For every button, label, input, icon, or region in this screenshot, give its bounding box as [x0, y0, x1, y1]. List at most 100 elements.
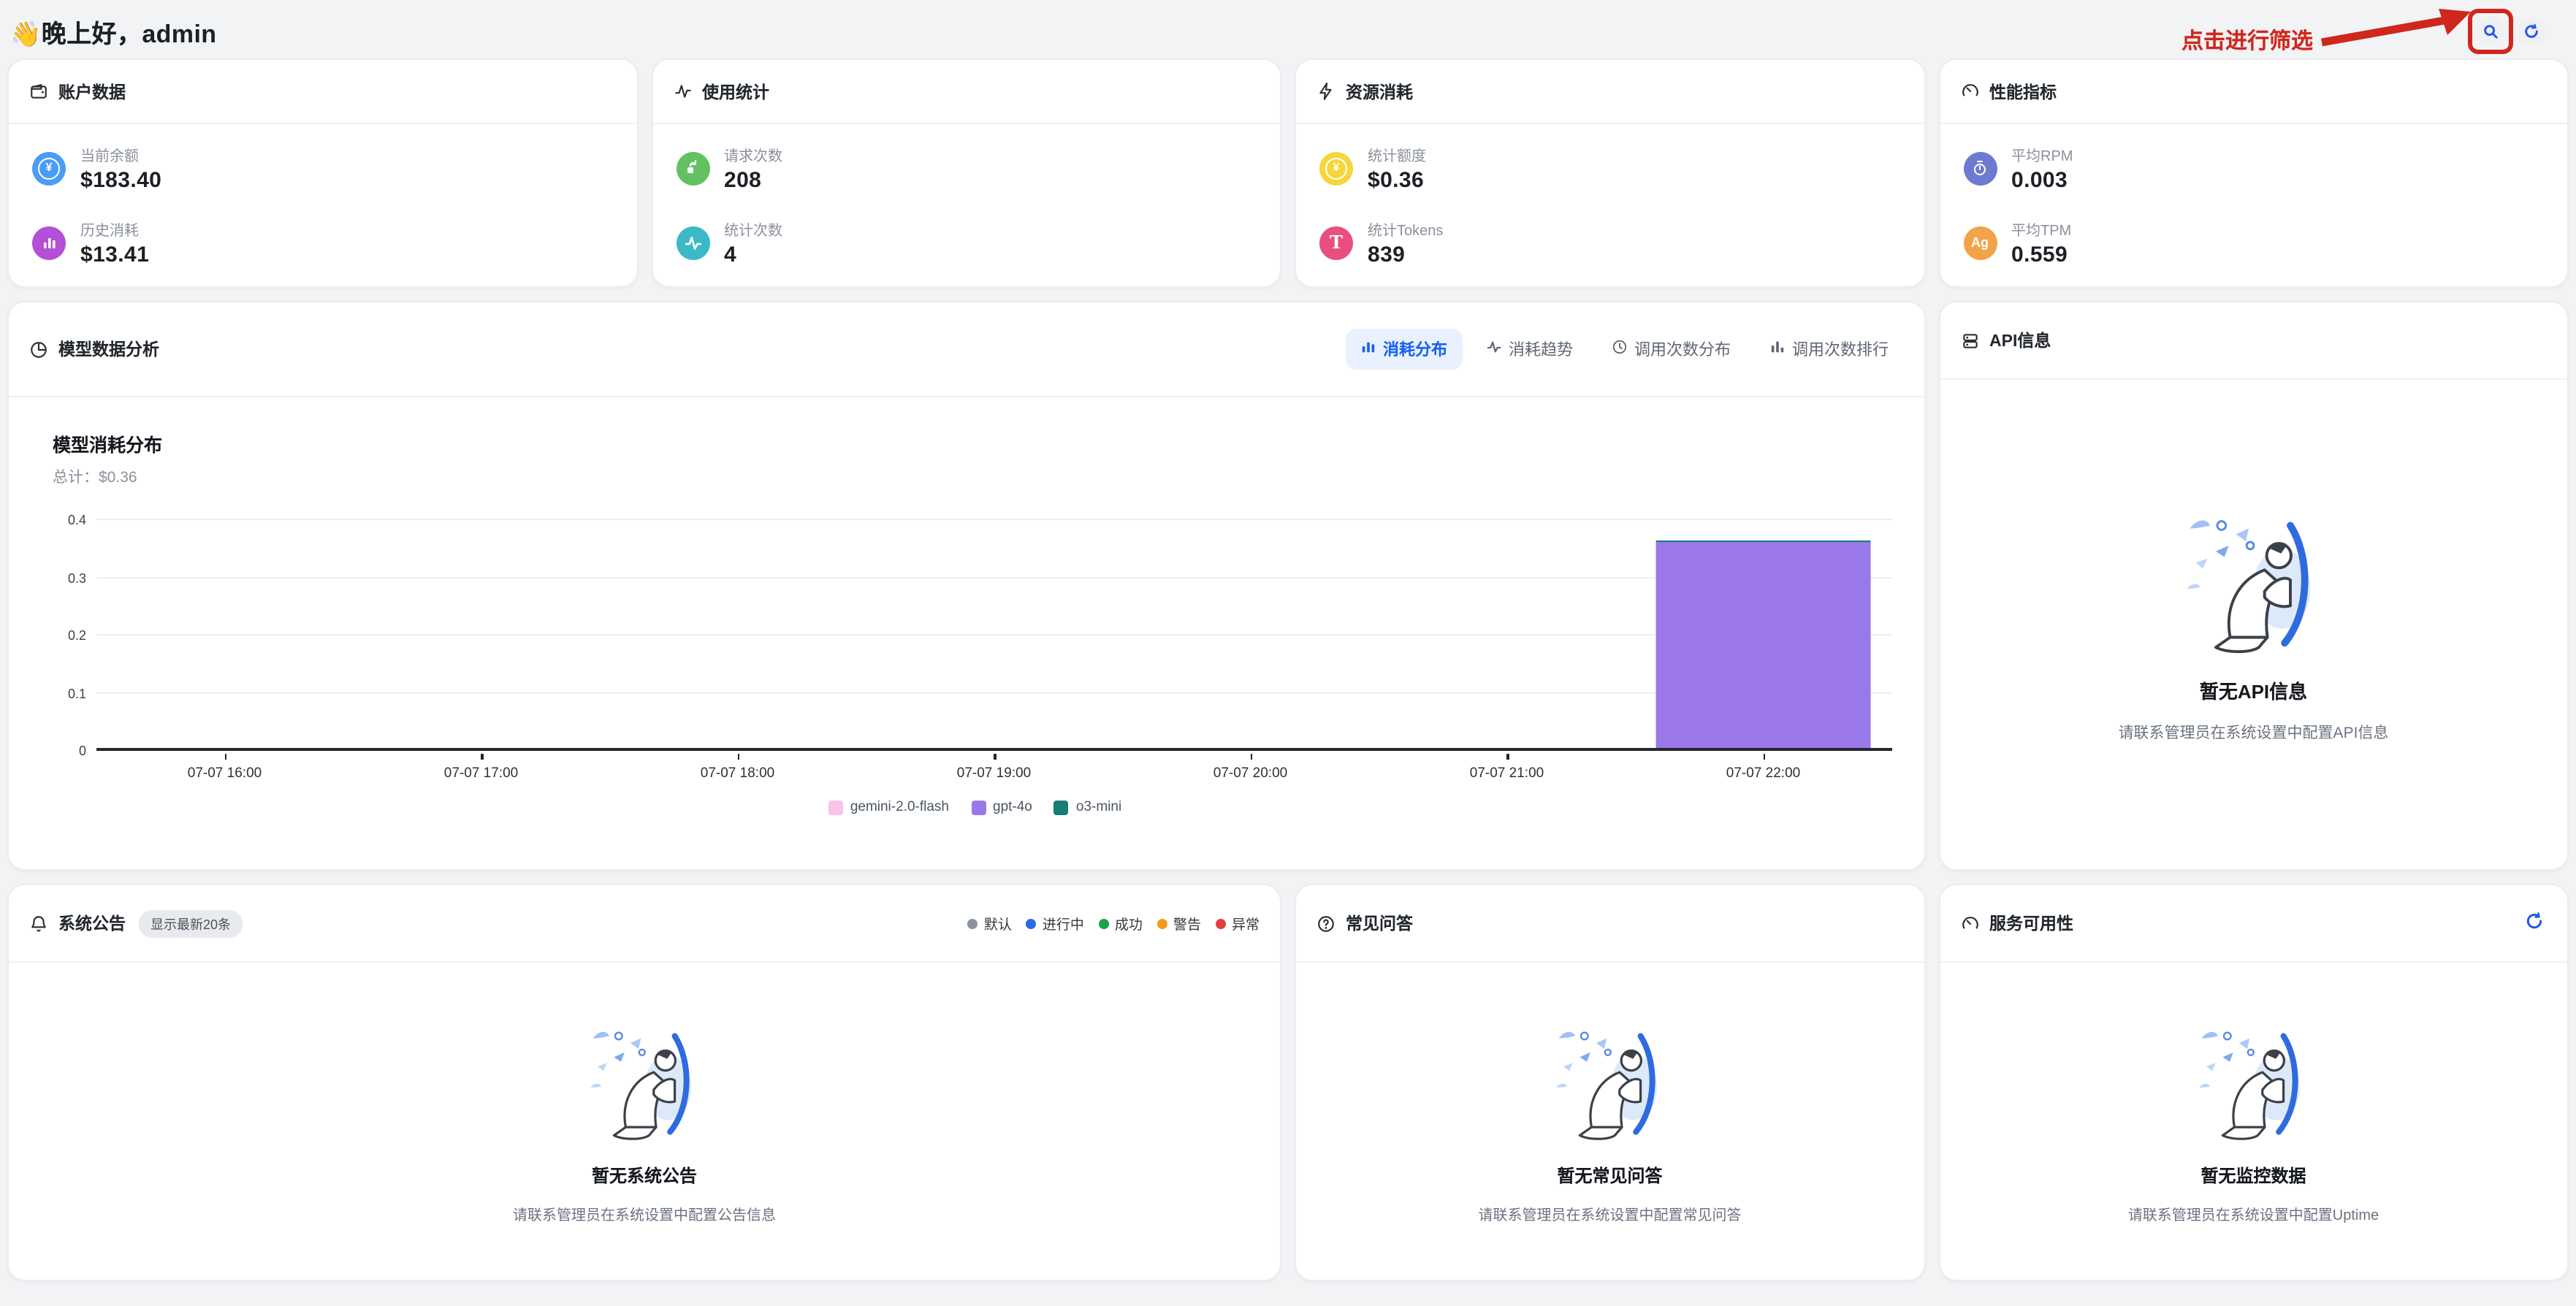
stat-historical-usage: 历史消耗 $13.41: [32, 218, 613, 267]
empty-title: 暂无常见问答: [1557, 1165, 1663, 1185]
stat-label: 统计额度: [1368, 149, 1426, 165]
stat-tokens-used: T 统计Tokens 839: [1319, 218, 1900, 267]
pie-chart-icon: [29, 340, 48, 359]
empty-desc: 请联系管理员在系统设置中配置Uptime: [2127, 1207, 2379, 1223]
card-title: 资源消耗: [1346, 84, 1413, 102]
card-faq: 常见问答 暂无常见问答 请联系管理员在系统设置中配置常见问答: [1295, 884, 1925, 1281]
ag-icon: Ag: [1963, 226, 1997, 259]
stat-label: 统计次数: [724, 224, 782, 240]
announcements-empty-state: 暂无系统公告 请联系管理员在系统设置中配置公告信息: [9, 963, 1280, 1280]
stat-value: $183.40: [80, 168, 162, 193]
uptime-refresh-button[interactable]: [2520, 910, 2547, 936]
token-icon: T: [1319, 226, 1353, 259]
empty-illustration: [574, 1019, 715, 1142]
bell-icon: [29, 914, 48, 933]
empty-desc: 请联系管理员在系统设置中配置API信息: [2118, 725, 2389, 742]
tab-call-count-distribution[interactable]: 调用次数分布: [1596, 329, 1745, 370]
gauge-icon: [1960, 82, 1979, 101]
card-usage-stats: 使用统计 请求次数 208: [651, 58, 1281, 288]
chart-title: 模型消耗分布: [53, 435, 163, 456]
gauge-icon: [1960, 914, 1979, 933]
ranking-bars-icon: [1769, 339, 1785, 359]
wallet-icon: [29, 82, 48, 101]
api-empty-state: 暂无API信息 请联系管理员在系统设置中配置API信息: [1940, 380, 2567, 869]
bar-chart-icon: [1360, 339, 1376, 359]
tab-consumption-distribution[interactable]: 消耗分布: [1345, 329, 1462, 370]
latest-badge: 显示最新20条: [139, 909, 243, 937]
status-legend-item: 警告: [1156, 913, 1201, 933]
server-icon: [1960, 331, 1979, 350]
status-legend-item: 异常: [1215, 913, 1260, 933]
empty-illustration: [1540, 1019, 1680, 1142]
stat-avg-tpm: Ag 平均TPM 0.559: [1963, 218, 2544, 267]
search-button[interactable]: [2468, 8, 2513, 53]
stat-quota-used: ¥ 统计额度 $0.36: [1319, 143, 1900, 193]
stat-label: 请求次数: [724, 149, 782, 165]
card-title: 常见问答: [1346, 916, 1413, 933]
status-legend-item: 默认: [967, 913, 1012, 933]
faq-empty-state: 暂无常见问答 请联系管理员在系统设置中配置常见问答: [1296, 963, 1924, 1280]
empty-desc: 请联系管理员在系统设置中配置公告信息: [513, 1207, 776, 1223]
stat-label: 历史消耗: [80, 224, 139, 240]
stat-value: 0.003: [2011, 168, 2068, 193]
tab-consumption-trend[interactable]: 消耗趋势: [1471, 329, 1588, 370]
stat-value: 4: [724, 243, 737, 267]
stat-value: 839: [1368, 243, 1406, 267]
currency-circle-icon: ¥: [32, 151, 66, 185]
help-circle-icon: [1316, 914, 1335, 933]
pulse-icon: [676, 226, 709, 259]
status-legend-item: 进行中: [1026, 913, 1084, 933]
analysis-tabs: 消耗分布 消耗趋势 调用次数分布 调用次数排行: [1345, 329, 1903, 370]
card-model-analysis: 模型数据分析 消耗分布 消耗趋势 调用次数分布: [7, 301, 1925, 871]
chart-legend-item: gemini-2.0-flash: [828, 799, 949, 815]
chart-legend-item: gpt-4o: [971, 799, 1032, 815]
card-title: 使用统计: [702, 84, 769, 102]
card-account-data: 账户数据 ¥ 当前余额 $183.40: [7, 58, 638, 288]
stat-value: $13.41: [80, 243, 150, 267]
greeting: 👋晚上好，admin: [10, 20, 217, 47]
trend-icon: [1485, 339, 1501, 359]
card-title: 服务可用性: [1989, 916, 2073, 933]
card-uptime: 服务可用性 暂无监控数据 请联系管理员在系统设置中配置Uptime: [1938, 884, 2569, 1281]
request-arrow-icon: [676, 151, 709, 185]
bar-chart: 0 0.1 0.2 0.3 0.4 07-07 16:00 07-07 17:00 07-0…: [53, 513, 1897, 815]
card-announcements: 系统公告 显示最新20条 默认 进行中 成功 警告 异常 暂无系统公告 请联系管理员在系…: [7, 884, 1281, 1281]
chart-subtitle: 总计：$0.36: [53, 469, 137, 486]
stat-current-balance: ¥ 当前余额 $183.40: [32, 143, 613, 193]
card-performance: 性能指标 平均RPM 0.003 Ag: [1938, 58, 2569, 288]
card-title: API信息: [1989, 333, 2051, 351]
tab-call-count-ranking[interactable]: 调用次数排行: [1754, 329, 1903, 370]
search-icon: [2482, 23, 2499, 39]
card-title: 系统公告: [58, 916, 126, 933]
stat-value: $0.36: [1368, 168, 1425, 193]
refresh-icon: [2524, 912, 2543, 935]
card-title: 性能指标: [1989, 84, 2057, 102]
stat-label: 统计Tokens: [1368, 224, 1444, 240]
stat-value: 0.559: [2011, 243, 2068, 267]
empty-desc: 请联系管理员在系统设置中配置常见问答: [1478, 1207, 1742, 1223]
chart-legend-item: o3-mini: [1053, 799, 1121, 815]
stat-stat-count: 统计次数 4: [676, 218, 1257, 267]
empty-illustration: [2168, 505, 2340, 656]
card-api-info: API信息 暂无API信息 请联系管理员在系统设置中配置API信息: [1938, 301, 2569, 871]
stat-label: 平均TPM: [2011, 224, 2072, 240]
announcement-status-legend: 默认 进行中 成功 警告 异常: [967, 913, 1260, 933]
card-title: 账户数据: [58, 84, 126, 102]
empty-title: 暂无监控数据: [2200, 1165, 2306, 1185]
chart-legend: gemini-2.0-flash gpt-4o o3-mini: [53, 799, 1897, 815]
chart-xlabels: 07-07 16:00 07-07 17:00 07-07 18:00 07-07 1…: [187, 765, 1801, 782]
bar-chart-icon: [32, 226, 66, 259]
coin-circle-icon: ¥: [1319, 151, 1353, 185]
stat-request-count: 请求次数 208: [676, 143, 1257, 193]
chart-grid: 0 0.1 0.2 0.3 0.4: [68, 513, 1891, 760]
activity-icon: [673, 82, 692, 101]
stat-avg-rpm: 平均RPM 0.003: [1963, 143, 2544, 193]
stat-value: 208: [724, 168, 762, 193]
refresh-icon: [2523, 23, 2539, 39]
top-bar: 👋晚上好，admin: [7, 8, 2569, 53]
empty-illustration: [2184, 1019, 2324, 1142]
stopwatch-icon: [1963, 151, 1997, 185]
annotation-label: 点击进行筛选: [2181, 29, 2313, 54]
card-resource-usage: 资源消耗 ¥ 统计额度 $0.36 T 统计Tokens 8: [1295, 58, 1925, 288]
refresh-button[interactable]: [2518, 17, 2545, 45]
